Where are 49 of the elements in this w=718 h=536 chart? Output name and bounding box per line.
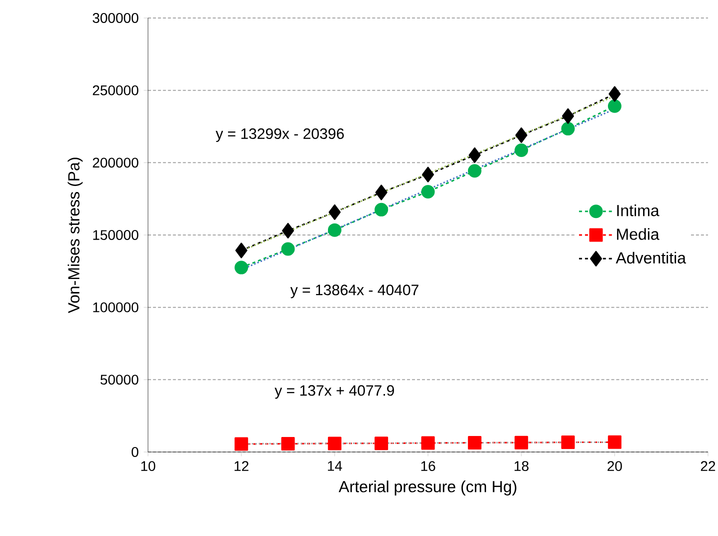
point (421, 436, 435, 450)
x-tick-label: 18 (514, 461, 529, 472)
x-axis-title: Arterial pressure (cm Hg) (338, 480, 516, 496)
legend-label: Media (617, 228, 660, 240)
point (328, 436, 342, 450)
point (281, 437, 295, 451)
point (514, 143, 528, 157)
legend-label: Adventitia (616, 252, 686, 264)
x-tick-label: 12 (234, 461, 248, 471)
y-tick-label: 300000 (92, 13, 138, 23)
point (328, 223, 342, 237)
point (561, 436, 575, 450)
annotation: y = 13299x - 20396 (216, 128, 344, 142)
point (608, 86, 621, 102)
point (561, 122, 575, 136)
annotation: y = 13864x - 40407 (290, 284, 418, 298)
point (281, 242, 295, 256)
point (422, 166, 434, 182)
point (468, 164, 482, 178)
y-tick-label: 250000 (92, 85, 138, 96)
point (235, 242, 248, 258)
point (374, 436, 388, 450)
point (515, 127, 528, 143)
x-tick-label: 14 (328, 461, 342, 471)
x-tick-label: 10 (141, 461, 156, 472)
y-axis-title: Von-Mises stress (Pa) (68, 158, 83, 314)
y-tick-label: 50000 (100, 374, 138, 385)
x-tick-label: 22 (700, 461, 716, 471)
annotation: y = 137x + 4077.9 (274, 385, 394, 399)
point (608, 99, 622, 113)
y-tick-label: 0 (132, 447, 138, 457)
y-tick-label: 150000 (93, 230, 138, 240)
point (421, 184, 435, 198)
x-tick-label: 20 (608, 461, 622, 472)
x-tick-label: 16 (421, 461, 436, 472)
y-tick-label: 100000 (93, 302, 138, 312)
point (282, 222, 294, 238)
point (608, 435, 622, 449)
point (375, 184, 388, 200)
point (514, 436, 528, 450)
point (234, 437, 248, 451)
point (328, 204, 341, 220)
y-tick-label: 200000 (92, 158, 138, 168)
point (468, 436, 482, 450)
point (468, 147, 481, 163)
point (562, 108, 574, 124)
point (374, 202, 388, 216)
point (234, 260, 248, 274)
legend-label: Intima (617, 204, 660, 216)
